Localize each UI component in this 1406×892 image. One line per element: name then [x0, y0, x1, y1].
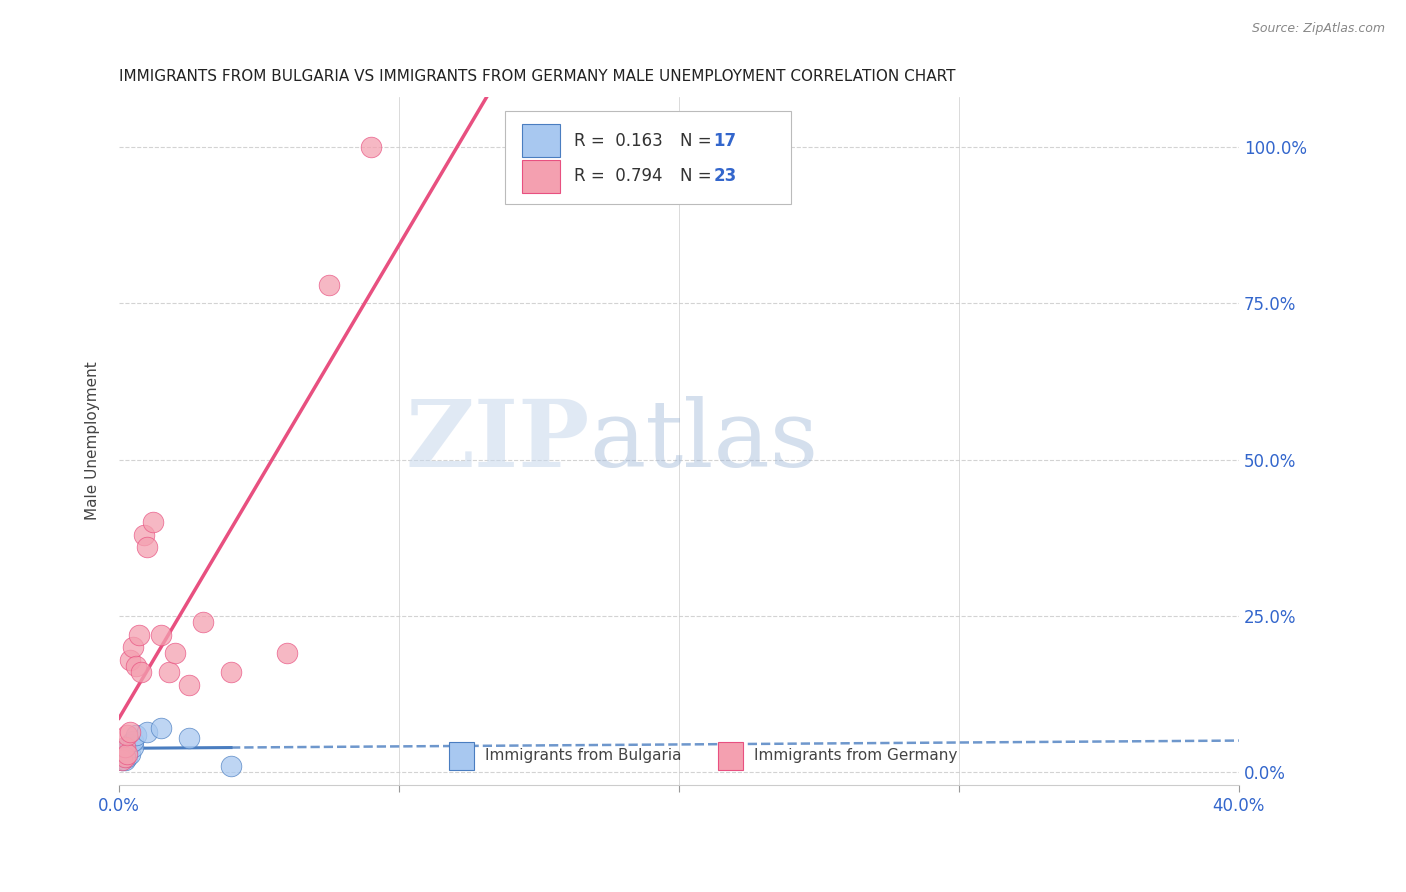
Text: N =: N =: [681, 131, 717, 150]
Text: ZIP: ZIP: [405, 396, 589, 486]
Point: [120, 737, 142, 751]
Point: [120, 653, 142, 667]
Point: [177, 678, 200, 692]
Y-axis label: Male Unemployment: Male Unemployment: [86, 361, 100, 520]
Point: [122, 740, 145, 755]
Point: [128, 628, 150, 642]
Text: R =  0.794: R = 0.794: [574, 168, 662, 186]
Point: [122, 734, 145, 748]
Text: IMMIGRANTS FROM BULGARIA VS IMMIGRANTS FROM GERMANY MALE UNEMPLOYMENT CORRELATIO: IMMIGRANTS FROM BULGARIA VS IMMIGRANTS F…: [120, 69, 956, 84]
Point: [114, 743, 136, 757]
Point: [191, 615, 214, 630]
Text: Immigrants from Bulgaria: Immigrants from Bulgaria: [485, 748, 682, 764]
Text: 17: 17: [714, 131, 737, 150]
Point: [150, 722, 173, 736]
Point: [114, 749, 136, 764]
Point: [159, 665, 181, 680]
Point: [219, 665, 242, 680]
Text: Immigrants from Germany: Immigrants from Germany: [754, 748, 957, 764]
Point: [117, 728, 139, 742]
Point: [114, 747, 136, 761]
Point: [114, 753, 136, 767]
Point: [125, 659, 148, 673]
Text: 23: 23: [714, 168, 737, 186]
FancyBboxPatch shape: [718, 742, 742, 770]
Point: [150, 628, 173, 642]
Point: [111, 753, 134, 767]
Point: [122, 640, 145, 655]
Point: [125, 728, 148, 742]
Point: [111, 753, 134, 767]
Point: [131, 665, 153, 680]
Point: [136, 540, 159, 554]
Point: [360, 140, 382, 154]
Point: [117, 747, 139, 761]
Text: R =  0.163: R = 0.163: [574, 131, 662, 150]
Point: [117, 749, 139, 764]
Point: [163, 647, 186, 661]
Point: [114, 740, 136, 755]
Point: [318, 277, 340, 292]
Point: [177, 731, 200, 745]
FancyBboxPatch shape: [450, 742, 474, 770]
Point: [117, 743, 139, 757]
Point: [219, 759, 242, 773]
Point: [120, 747, 142, 761]
FancyBboxPatch shape: [522, 124, 560, 157]
Point: [142, 515, 165, 529]
Point: [111, 749, 134, 764]
Text: Source: ZipAtlas.com: Source: ZipAtlas.com: [1251, 22, 1385, 36]
Point: [120, 724, 142, 739]
Point: [276, 647, 298, 661]
Text: N =: N =: [681, 168, 717, 186]
FancyBboxPatch shape: [505, 111, 792, 203]
Point: [136, 724, 159, 739]
Point: [117, 740, 139, 755]
FancyBboxPatch shape: [522, 160, 560, 193]
Text: atlas: atlas: [589, 396, 818, 486]
Point: [134, 527, 156, 541]
